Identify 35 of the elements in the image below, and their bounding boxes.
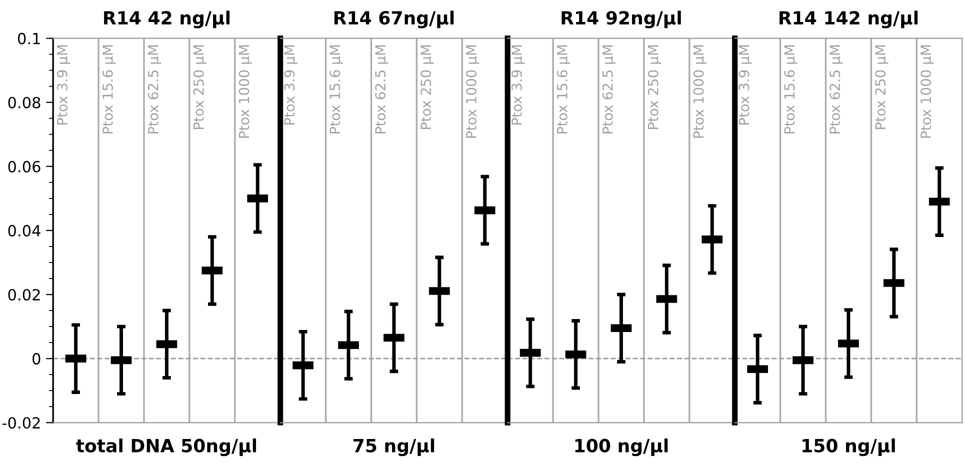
x-tick-label: Ptox 62.5 µM: [830, 45, 843, 134]
y-tick-label: 0.1: [18, 32, 40, 44]
y-tick-label: 0.06: [8, 160, 40, 172]
chart-title: R14 142 ng/µl: [780, 10, 918, 28]
x-tick-label: Ptox 250 µM: [648, 45, 662, 129]
x-tick-label: Ptox 1000 µM: [920, 45, 934, 138]
x-axis-title: 75 ng/µl: [354, 438, 434, 456]
x-tick-label: Ptox 15.6 µM: [102, 45, 116, 134]
x-axis-title: 150 ng/µl: [802, 438, 895, 456]
x-tick-label: Ptox 1000 µM: [238, 45, 252, 138]
x-tick-label: Ptox 62.5 µM: [148, 45, 162, 134]
x-tick-label: Ptox 15.6 µM: [556, 45, 570, 134]
x-tick-label: Ptox 250 µM: [875, 45, 888, 129]
x-tick-label: Ptox 250 µM: [420, 45, 434, 129]
x-tick-label: Ptox 1000 µM: [693, 45, 706, 138]
x-axis-title: total DNA 50ng/µl: [76, 438, 256, 456]
chart-title: R14 42 ng/µl: [104, 10, 230, 28]
x-tick-label: Ptox 1000 µM: [466, 45, 480, 138]
y-tick-label: 0.02: [8, 288, 40, 301]
x-tick-label: Ptox 3.9 µM: [56, 45, 70, 125]
y-tick-label: -0.02: [2, 417, 40, 429]
x-axis-title: 100 ng/µl: [575, 438, 668, 456]
x-tick-label: Ptox 3.9 µM: [284, 45, 298, 125]
y-tick-label: 0.08: [8, 96, 40, 108]
x-tick-label: Ptox 62.5 µM: [375, 45, 388, 134]
x-tick-label: Ptox 3.9 µM: [738, 45, 752, 125]
x-tick-label: Ptox 3.9 µM: [511, 45, 525, 125]
y-tick-label: 0.04: [8, 224, 40, 236]
y-tick-label: 0: [32, 353, 40, 365]
x-tick-label: Ptox 250 µM: [193, 45, 207, 129]
x-tick-label: Ptox 62.5 µM: [602, 45, 616, 134]
x-tick-label: Ptox 15.6 µM: [330, 45, 343, 134]
x-tick-label: Ptox 15.6 µM: [784, 45, 798, 134]
chart-title: R14 67ng/µl: [334, 10, 454, 28]
chart-title: R14 92ng/µl: [562, 10, 681, 28]
